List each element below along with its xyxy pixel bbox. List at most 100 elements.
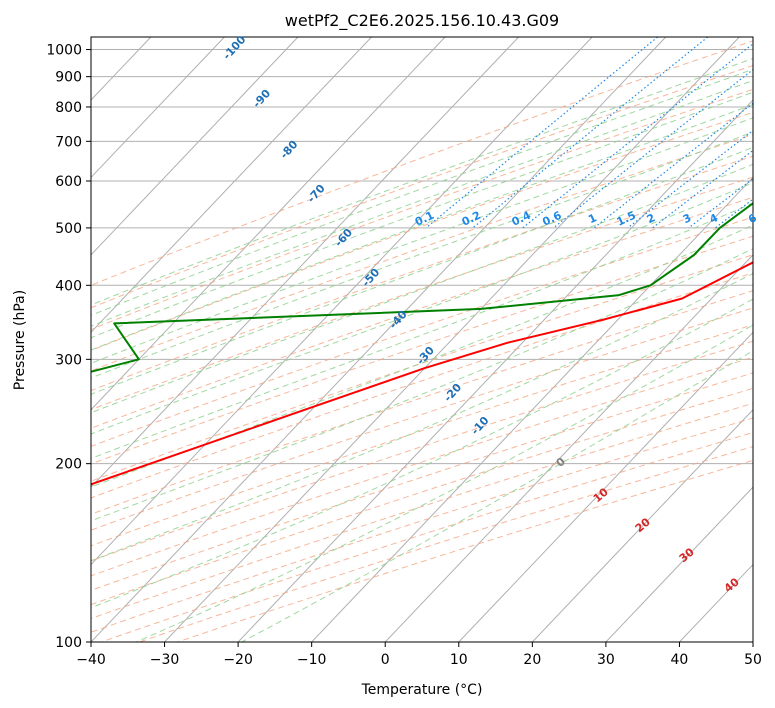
x-tick-label: 20	[523, 652, 541, 668]
isotherm-line	[91, 37, 593, 566]
moist-adiabat-line	[91, 298, 753, 609]
moist-adiabat-label: 30	[677, 545, 697, 565]
mixing-ratio-label: 3	[681, 211, 693, 226]
dry-adiabat-line	[91, 387, 753, 606]
moist-adiabat-label: 0	[554, 455, 568, 470]
x-tick-label: 10	[450, 652, 468, 668]
dry-adiabat-label: -70	[305, 182, 328, 206]
moist-adiabat-label: 10	[591, 485, 611, 505]
x-tick-label: −10	[297, 652, 327, 668]
dry-adiabat-line	[91, 176, 753, 411]
moist-adiabat-line	[91, 57, 753, 306]
dewpoint-profile	[91, 202, 753, 373]
moist-adiabat-line	[91, 146, 753, 395]
x-tick-label: −40	[76, 652, 106, 668]
isotherm-line	[91, 37, 667, 642]
dry-adiabat-line	[91, 324, 753, 547]
y-tick-label: 300	[55, 352, 82, 368]
mixing-ratio-line	[472, 37, 709, 229]
isotherm-line	[0, 37, 4, 642]
x-tick-label: 30	[597, 652, 615, 668]
moist-adiabat-line	[91, 202, 753, 460]
y-axis-label: Pressure (hPa)	[12, 290, 28, 390]
dry-adiabat-line	[91, 235, 753, 465]
x-tick-label: 0	[381, 652, 390, 668]
x-tick-label: −30	[150, 652, 180, 668]
dry-adiabat-line	[91, 88, 753, 331]
mixing-ratio-line	[593, 102, 753, 229]
moist-adiabat-line	[91, 182, 753, 435]
x-tick-label: 40	[671, 652, 689, 668]
dry-adiabat-line	[91, 417, 753, 633]
moist-adiabat-line	[91, 248, 753, 522]
dry-adiabat-line	[91, 155, 753, 392]
mixing-ratio-label: 0.4	[510, 209, 533, 229]
isotherm-line	[458, 331, 753, 642]
dry-adiabat-line	[91, 356, 753, 577]
mixing-ratio-label: 0.1	[413, 209, 436, 229]
isotherm-line	[164, 37, 740, 642]
moist-adiabat-line	[91, 104, 753, 351]
dry-adiabat-line	[91, 307, 753, 531]
dry-adiabat-line	[91, 111, 753, 352]
dry-adiabat-line	[177, 459, 753, 642]
y-tick-label: 100	[55, 635, 82, 651]
mixing-ratio-label: 6	[746, 211, 759, 226]
isotherm-line	[91, 37, 299, 256]
isotherm-line	[605, 486, 753, 642]
y-tick-label: 1000	[46, 43, 82, 59]
y-tick-label: 200	[55, 457, 82, 473]
x-tick-label: −20	[223, 652, 253, 668]
dry-adiabat-line	[91, 134, 753, 372]
isotherm-line	[752, 641, 753, 642]
isotherm-line	[384, 254, 753, 642]
moist-adiabat-line	[91, 131, 753, 379]
dry-adiabat-line	[91, 254, 753, 482]
isotherm-line	[91, 37, 372, 334]
chart-title: wetPf2_C2E6.2025.156.10.43.G09	[285, 11, 559, 31]
dry-adiabat-line	[91, 40, 753, 286]
y-tick-label: 500	[55, 221, 82, 237]
plot-frame	[90, 36, 754, 643]
x-tick-label: 50	[744, 652, 762, 668]
mixing-ratio-label: 1.5	[615, 209, 638, 229]
mixing-ratio-line	[522, 42, 753, 229]
dry-adiabat-line	[139, 446, 753, 642]
isotherm-line	[531, 408, 753, 642]
moist-adiabat-line	[91, 272, 753, 562]
mixing-ratio-line	[714, 198, 753, 229]
isotherm-line	[237, 99, 753, 642]
dry-adiabat-line	[91, 372, 753, 591]
mixing-ratio-line	[553, 68, 753, 229]
dry-adiabat-line	[91, 272, 753, 499]
x-axis-label: Temperature (°C)	[361, 682, 483, 698]
y-tick-label: 900	[55, 70, 82, 86]
plot-area	[0, 37, 775, 642]
moist-adiabat-line	[136, 324, 753, 642]
dry-adiabat-line	[91, 290, 753, 515]
moist-adiabat-line	[91, 117, 753, 364]
moist-adiabat-line	[91, 68, 753, 316]
dry-adiabat-line	[91, 64, 753, 309]
dry-adiabat-line	[91, 216, 753, 447]
moist-adiabat-line	[91, 80, 753, 327]
temperature-profile	[91, 261, 753, 486]
isotherm-line	[91, 37, 225, 179]
moist-adiabat-label: 40	[722, 575, 742, 595]
dry-adiabat-line	[101, 431, 753, 642]
y-tick-label: 700	[55, 134, 82, 150]
mixing-ratio-line	[688, 177, 753, 229]
mixing-ratio-label: 2	[645, 211, 657, 226]
mixing-ratio-line	[754, 37, 775, 228]
isotherm-line	[91, 37, 520, 488]
dry-adiabat-line	[91, 340, 753, 562]
mixing-ratio-label: 1	[586, 211, 598, 226]
moist-adiabat-line	[241, 350, 753, 642]
mixing-ratio-line	[425, 37, 658, 229]
isotherm-line	[91, 37, 446, 411]
dry-adiabat-line	[91, 196, 753, 429]
dry-adiabat-label: -10	[469, 414, 492, 438]
y-tick-label: 400	[55, 278, 82, 294]
moist-adiabat-line	[91, 91, 753, 339]
